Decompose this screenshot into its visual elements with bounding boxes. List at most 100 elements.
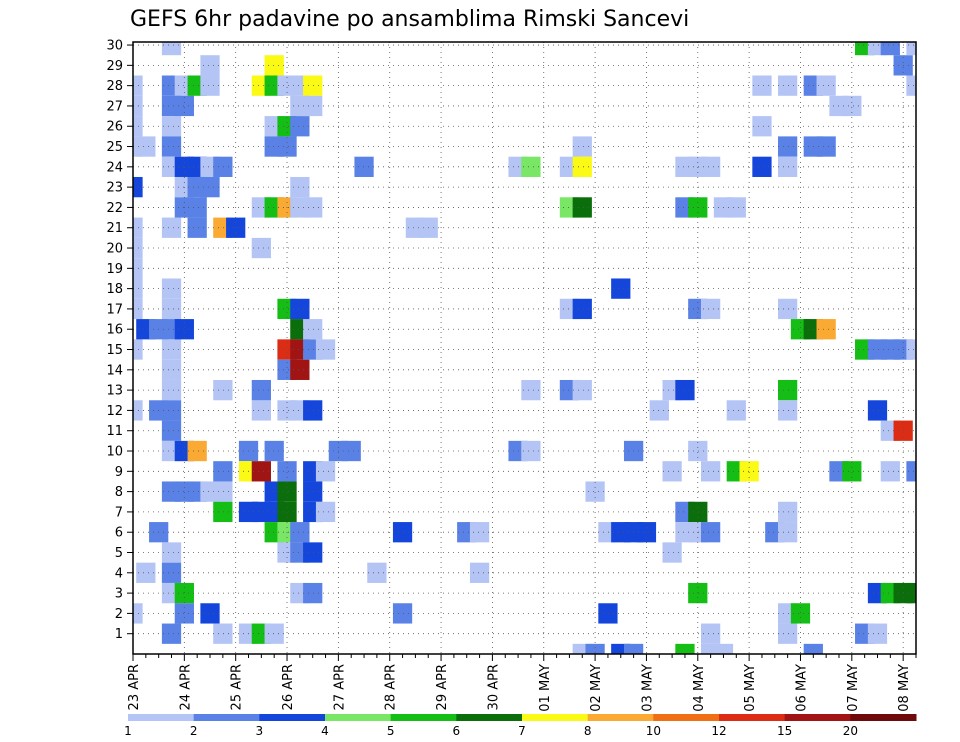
x-tick-label: 24 APR [178, 664, 193, 710]
heatmap-cell [585, 643, 605, 654]
heatmap-cell [906, 75, 916, 96]
heatmap-cell [161, 339, 182, 360]
y-tick-label: 22 [106, 201, 123, 216]
heatmap-cell [303, 95, 323, 117]
heatmap-cell [688, 501, 708, 523]
heatmap-cell [623, 643, 644, 654]
y-tick-label: 19 [106, 262, 123, 277]
heatmap-cell [213, 501, 233, 523]
y-tick-label: 18 [106, 282, 123, 297]
colorbar-tick-label: 2 [190, 724, 198, 738]
heatmap-cell [790, 603, 811, 624]
heatmap-cell [585, 481, 605, 502]
heatmap-cell [778, 379, 798, 401]
colorbar-tick-label: 1 [124, 724, 132, 738]
y-tick-label: 15 [106, 343, 123, 358]
heatmap-cell [290, 522, 310, 543]
y-tick-label: 17 [106, 302, 123, 317]
heatmap-cell [778, 75, 798, 96]
heatmap-cell [133, 603, 143, 624]
y-tick-label: 5 [115, 546, 123, 561]
heatmap-cell [290, 176, 310, 198]
colorbar-tick-label: 7 [518, 724, 526, 738]
heatmap-cell [174, 95, 194, 117]
heatmap-cell [778, 400, 798, 421]
x-tick-label: 02 MAY [589, 664, 604, 712]
heatmap-cell [611, 643, 631, 654]
heatmap-cell [906, 42, 916, 56]
heatmap-cell [572, 298, 592, 320]
heatmap-cell [880, 42, 900, 56]
y-tick-label: 2 [115, 607, 123, 622]
heatmap-cell [213, 481, 233, 502]
heatmap-cell [161, 623, 182, 644]
chart-title: GEFS 6hr padavine po ansamblima Rimski S… [130, 7, 689, 32]
heatmap-cell [816, 319, 836, 340]
heatmap-cell [136, 562, 156, 583]
heatmap-cell [133, 95, 143, 117]
heatmap-cell [133, 237, 143, 259]
y-tick-label: 27 [106, 99, 123, 114]
y-tick-label: 20 [106, 242, 123, 257]
heatmap-cell [315, 501, 336, 523]
heatmap-cell [133, 278, 143, 299]
heatmap-cell [572, 136, 592, 157]
colorbar-swatch [850, 714, 917, 721]
colorbar-tick-label: 6 [453, 724, 461, 738]
heatmap-cell [161, 298, 182, 320]
heatmap-cell [133, 400, 143, 421]
colorbar-tick-label: 3 [256, 724, 264, 738]
y-tick-label: 14 [106, 363, 123, 378]
y-axis: 1234567891011121314151617181920212223242… [106, 39, 133, 642]
heatmap-cell [521, 440, 541, 462]
heatmap-cell [662, 461, 682, 482]
heatmap-cell [290, 116, 310, 137]
heatmap-cell [133, 116, 143, 137]
heatmap-cell [842, 461, 862, 482]
x-tick-label: 01 MAY [538, 664, 553, 712]
heatmap-cell [315, 339, 336, 360]
colorbar-tick-label: 4 [321, 724, 329, 738]
heatmap-cell [572, 156, 592, 177]
heatmap-cells [133, 42, 916, 654]
heatmap-cell [700, 623, 721, 644]
heatmap-cell [213, 156, 233, 177]
heatmap-cell [200, 55, 220, 76]
plot-frame [132, 41, 917, 655]
heatmap-cell [675, 643, 695, 654]
heatmap-cell [778, 623, 798, 644]
heatmap-cell [277, 461, 297, 482]
heatmap-cell [136, 136, 156, 157]
heatmap-cell [700, 522, 721, 543]
y-tick-label: 26 [106, 120, 123, 135]
y-tick-label: 13 [106, 384, 123, 399]
heatmap-cell [174, 603, 194, 624]
heatmap-cell [700, 461, 721, 482]
heatmap-cell [778, 136, 798, 157]
heatmap-cell [726, 197, 746, 218]
heatmap-cell [906, 582, 916, 604]
heatmap-cell [778, 156, 798, 177]
x-tick-label: 28 APR [384, 664, 399, 710]
heatmap-cell [161, 562, 182, 583]
heatmap-cell [739, 461, 759, 482]
heatmap-cell [200, 176, 220, 198]
colorbar-swatch [784, 714, 851, 721]
y-tick-label: 24 [106, 160, 123, 175]
heatmap-cell [816, 136, 836, 157]
heatmap-cell [752, 75, 772, 96]
heatmap-cell [816, 75, 836, 96]
colorbar-tick-label: 10 [646, 724, 661, 738]
heatmap-cell [174, 582, 194, 604]
colorbar-swatch [325, 714, 392, 721]
x-tick-label: 25 APR [230, 664, 245, 710]
heatmap-cell [303, 542, 323, 563]
colorbar-swatch [719, 714, 786, 721]
heatmap-cell [572, 379, 592, 401]
heatmap-cell [264, 440, 284, 462]
heatmap-cell [521, 156, 541, 177]
heatmap-cell [752, 116, 772, 137]
y-tick-label: 3 [115, 587, 123, 602]
heatmap-cell [303, 319, 323, 340]
heatmap-cell [251, 379, 271, 401]
